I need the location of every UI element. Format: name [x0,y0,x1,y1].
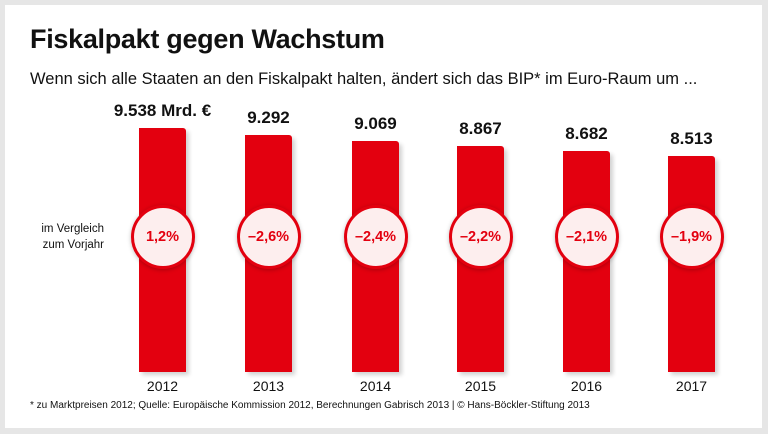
footnote: * zu Marktpreisen 2012; Quelle: Europäis… [30,400,590,411]
year-label: 2015 [464,378,497,394]
value-label: 8.513 [670,129,713,148]
chart-title: Fiskalpakt gegen Wachstum [30,24,385,54]
change-badge: –2,6% [236,205,301,269]
change-badge: –1,9% [659,205,724,269]
chart-subtitle: Wenn sich alle Staaten an den Fiskalpakt… [30,70,698,88]
side-label-line: im Vergleich [41,223,104,235]
year-label: 2017 [675,378,708,394]
year-label: 2016 [570,378,603,394]
year-label: 2012 [146,378,179,394]
change-badge: –2,2% [448,205,513,269]
value-label: 8.682 [565,124,608,144]
change-badge: –2,4% [343,205,408,269]
year-label: 2013 [252,378,285,394]
value-label: 9.069 [354,113,397,133]
year-label: 2014 [359,378,392,394]
side-label: im Vergleich zum Vorjahr [28,221,104,253]
change-badge: –2,1% [554,205,619,269]
value-label: 9.538 Mrd. € [113,101,212,120]
side-label-line: zum Vorjahr [42,239,104,251]
change-badge: 1,2% [130,205,195,269]
value-label: 8.867 [459,119,502,139]
value-label: 9.292 [247,107,290,127]
